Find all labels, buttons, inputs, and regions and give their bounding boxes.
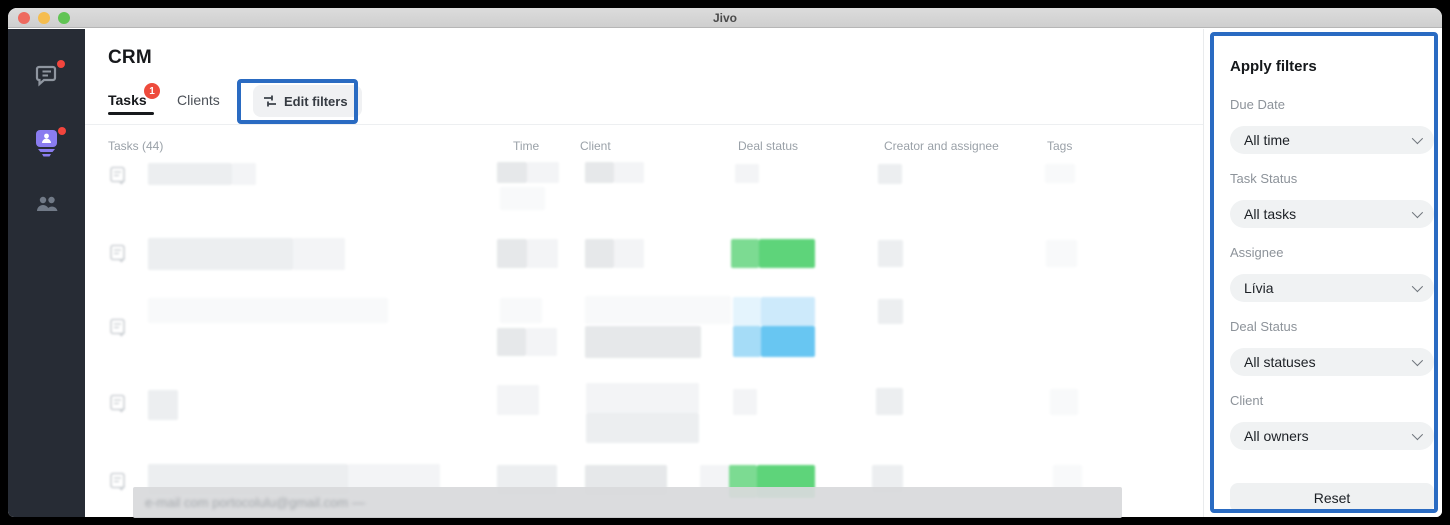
filter-select-value: All time: [1244, 132, 1290, 148]
reset-filters-button[interactable]: Reset: [1230, 483, 1434, 512]
page-title: CRM: [108, 47, 152, 68]
team-icon: [34, 194, 60, 214]
active-tab-underline: [108, 112, 154, 115]
chevron-down-icon: [1411, 280, 1424, 293]
column-header: Client: [580, 139, 611, 153]
filter-select-due-date[interactable]: All time: [1230, 126, 1434, 154]
chat-icon: [34, 62, 60, 88]
close-window-button[interactable]: [18, 12, 30, 24]
chevron-down-icon: [1411, 206, 1424, 219]
filter-select-value: Lívia: [1244, 280, 1274, 296]
filter-select-deal-status[interactable]: All statuses: [1230, 348, 1434, 376]
edit-filters-button[interactable]: Edit filters: [253, 85, 362, 117]
window-title: Jivo: [712, 10, 737, 25]
filters-panel: Apply filters Due Date All time Task Statu…: [1204, 29, 1442, 517]
notification-dot: [57, 60, 65, 68]
column-header: Tags: [1047, 139, 1073, 153]
notification-dot: [58, 127, 66, 135]
status-tooltip-bar: e-mail com portocolulu@gmail.com —: [133, 487, 1122, 518]
minimize-window-button[interactable]: [38, 12, 50, 24]
filter-select-value: All owners: [1244, 428, 1309, 444]
filter-label: Deal Status: [1230, 319, 1298, 334]
sidebar-item-team[interactable]: [8, 182, 85, 226]
tabs-divider: [85, 124, 1203, 125]
chevron-down-icon: [1411, 132, 1424, 145]
app-window: Jivo: [8, 8, 1442, 517]
sliders-icon: [263, 94, 277, 108]
column-header: Time: [513, 139, 540, 153]
tab-clients[interactable]: Clients: [177, 92, 220, 108]
filters-panel-title: Apply filters: [1230, 58, 1317, 75]
status-tooltip-text: e-mail com portocolulu@gmail.com —: [145, 495, 365, 510]
filter-select-task-status[interactable]: All tasks: [1230, 200, 1434, 228]
filter-label: Client: [1230, 393, 1264, 408]
filter-select-assignee[interactable]: Lívia: [1230, 274, 1434, 302]
filter-select-client[interactable]: All owners: [1230, 422, 1434, 450]
sidebar-item-chats[interactable]: [8, 53, 85, 97]
zoom-window-button[interactable]: [58, 12, 70, 24]
filter-label: Task Status: [1230, 171, 1298, 186]
column-header: Creator and assignee: [884, 139, 999, 153]
main-content: CRM Tasks 1 Clients Edit filters Tasks (…: [85, 29, 1203, 517]
filter-select-value: All statuses: [1244, 354, 1316, 370]
panel-divider: [1203, 29, 1204, 517]
filter-label: Assignee: [1230, 245, 1284, 260]
sidebar-item-crm[interactable]: [8, 121, 85, 165]
crm-icon: [33, 128, 61, 158]
chevron-down-icon: [1411, 354, 1424, 367]
filter-select-value: All tasks: [1244, 206, 1297, 222]
chevron-down-icon: [1411, 428, 1424, 441]
edit-filters-label: Edit filters: [284, 93, 348, 109]
traffic-lights: [18, 12, 70, 24]
tab-tasks[interactable]: Tasks: [108, 92, 147, 108]
column-header: Deal status: [738, 139, 799, 153]
sidebar: [8, 29, 85, 517]
column-header: Tasks (44): [108, 139, 164, 153]
filter-label: Due Date: [1230, 97, 1285, 112]
titlebar: Jivo: [8, 8, 1442, 28]
tasks-badge: 1: [144, 83, 160, 99]
